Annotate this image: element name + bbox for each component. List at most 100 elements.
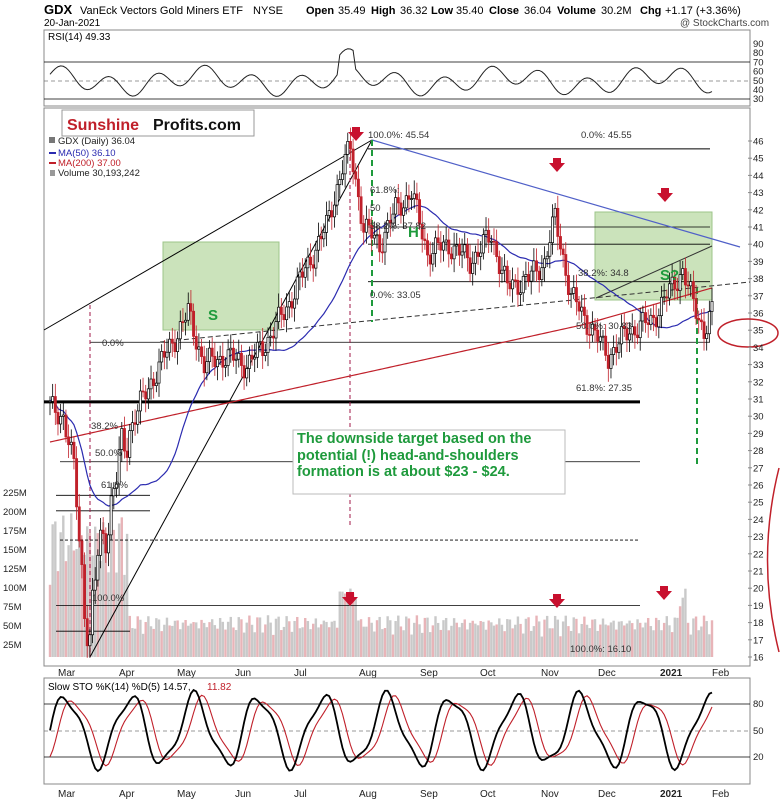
red-arrows xyxy=(342,127,673,608)
volume-bar xyxy=(386,616,389,657)
volume-bar xyxy=(580,623,583,657)
volume-bar xyxy=(261,632,264,657)
volume-bar xyxy=(200,619,203,657)
volume-bar xyxy=(543,619,546,657)
volume-bar xyxy=(242,632,246,657)
rsi-tick-label: 80 xyxy=(753,48,764,59)
volume-bar xyxy=(269,622,272,657)
volume-bar xyxy=(383,628,387,657)
volume-bar xyxy=(327,627,331,657)
candle-body xyxy=(675,288,679,291)
volume-bar xyxy=(633,629,637,657)
rsi-line xyxy=(49,48,713,97)
copyright: @ StockCharts.com xyxy=(680,18,769,29)
candle-body xyxy=(154,382,158,386)
chart-legend: GDX (Daily) 36.04 MA(50) 36.10 MA(200) 3… xyxy=(49,136,140,179)
volume-bar xyxy=(288,621,291,657)
volume-bar xyxy=(62,515,65,657)
right-shoulder-label: S? xyxy=(660,267,679,284)
candle-body xyxy=(218,355,222,360)
candle-body xyxy=(492,240,496,243)
volume-bar xyxy=(591,619,594,657)
candle-body xyxy=(582,306,586,316)
annotation-frame xyxy=(292,429,566,495)
volume-bar xyxy=(625,623,629,657)
volume-bar xyxy=(165,617,169,657)
volume-bar xyxy=(253,632,256,657)
rsi-frame xyxy=(43,29,751,107)
volume-bar xyxy=(553,615,557,657)
volume-bar xyxy=(444,617,448,657)
price-tick-label: 30 xyxy=(753,412,764,423)
symbol: GDX xyxy=(44,2,73,17)
x-tick-label: May xyxy=(177,789,196,800)
volume-bar xyxy=(471,620,474,657)
volume-bar xyxy=(596,630,599,657)
volume-bar xyxy=(694,616,698,657)
candle-body xyxy=(614,347,618,353)
x-tick-label: Apr xyxy=(119,789,135,800)
candle-body xyxy=(104,533,108,554)
volume-bar xyxy=(101,522,105,657)
fib-label-left-618: 61.8% xyxy=(101,480,128,491)
volume-bar xyxy=(503,631,506,657)
rsi-tick-label: 40 xyxy=(753,85,764,96)
volume-bar xyxy=(70,513,73,657)
candle-body xyxy=(261,341,265,356)
candle-body xyxy=(551,216,554,244)
candle-body xyxy=(681,268,685,275)
volume-bar xyxy=(168,625,171,657)
rsi-tick-label: 90 xyxy=(753,39,764,50)
candle-body xyxy=(346,141,350,155)
sto-label: Slow STO %K(14) %D(5) 14.57, xyxy=(48,682,191,693)
candle-body xyxy=(638,320,642,339)
candle-body xyxy=(660,296,663,317)
volume-bar xyxy=(147,616,150,657)
candle-body xyxy=(503,265,507,271)
candle-body xyxy=(91,589,94,636)
fib-label-low: 0.0%: 33.05 xyxy=(370,290,421,301)
volume-bar xyxy=(51,524,54,657)
candle-body xyxy=(460,251,464,256)
price-tick-label: 37 xyxy=(753,291,764,302)
price-tick-label: 20 xyxy=(753,584,764,595)
left-shoulder-label: S xyxy=(208,307,218,324)
candle-body xyxy=(173,342,177,352)
candle-body xyxy=(226,349,230,366)
candle-body xyxy=(293,298,297,309)
x-tick-label: Jun xyxy=(235,789,251,800)
volume-bar xyxy=(357,620,360,657)
volume-bar xyxy=(349,588,352,657)
volume-bar xyxy=(436,622,440,657)
candle-body xyxy=(192,310,196,337)
fib-label-right-382: 38.2%: 34.8 xyxy=(578,268,629,279)
volume-bar xyxy=(189,623,193,657)
x-tick-label: Sep xyxy=(420,789,438,800)
x-tick-label: Jul xyxy=(294,668,307,679)
candle-body xyxy=(266,336,270,353)
sto-label-d: 11.82 xyxy=(207,682,232,693)
candle-body xyxy=(112,488,116,497)
candle-body xyxy=(598,336,602,342)
candle-body xyxy=(189,303,193,312)
candle-body xyxy=(487,229,491,243)
candle-body xyxy=(569,293,573,295)
open-label: Open xyxy=(306,5,334,17)
candle-body xyxy=(697,318,701,321)
x-tick-label: Sep xyxy=(420,668,438,679)
x-tick-label: Aug xyxy=(359,668,377,679)
candle-body xyxy=(513,279,517,282)
candle-body xyxy=(306,256,310,269)
volume-bar xyxy=(397,615,400,657)
volume-bar xyxy=(80,538,84,657)
candle-body xyxy=(285,306,289,321)
candle-body xyxy=(152,378,156,386)
price-tick-label: 31 xyxy=(753,395,764,406)
volume-bar xyxy=(123,574,126,657)
candle-body xyxy=(654,317,658,328)
arrow-top-august xyxy=(348,127,364,141)
candle-body xyxy=(354,171,358,180)
volume-bar xyxy=(338,591,341,657)
candle-body xyxy=(325,214,328,233)
